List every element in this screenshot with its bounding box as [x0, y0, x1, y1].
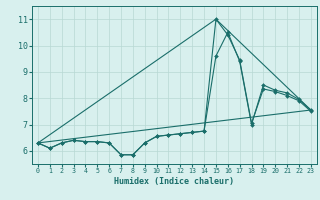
- X-axis label: Humidex (Indice chaleur): Humidex (Indice chaleur): [115, 177, 234, 186]
